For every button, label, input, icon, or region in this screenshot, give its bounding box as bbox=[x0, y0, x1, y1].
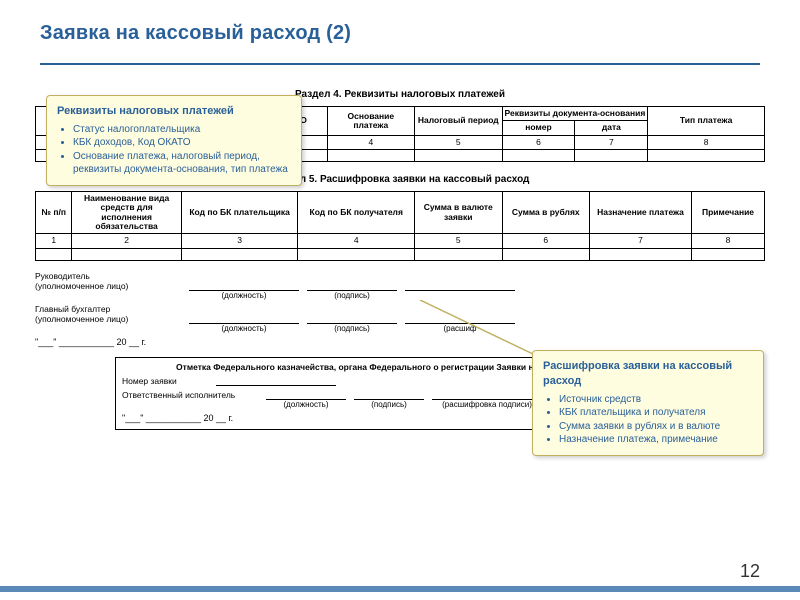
s5-h8: Примечание bbox=[692, 192, 765, 234]
footer-bar bbox=[0, 586, 800, 592]
fk-cap-post: (должность) bbox=[262, 400, 350, 409]
s4-n4: 4 bbox=[327, 135, 414, 149]
cap-post2: (должность) bbox=[185, 324, 303, 333]
sig-l1b: (уполномоченное лицо) bbox=[35, 281, 128, 291]
s4-h7: Тип платежа bbox=[648, 107, 765, 136]
s5-h6: Сумма в рублях bbox=[502, 192, 589, 234]
callout1-item2: Основание платежа, налоговый период, рек… bbox=[73, 150, 291, 177]
fk-l1: Номер заявки bbox=[122, 376, 212, 386]
slide-header: Заявка на кассовый расход (2) bbox=[0, 0, 800, 55]
s4-n8: 8 bbox=[648, 135, 765, 149]
sig-l2: Главный бухгалтер bbox=[35, 304, 110, 314]
s5-n5: 5 bbox=[415, 234, 502, 248]
fk-l2: Ответственный исполнитель bbox=[122, 390, 262, 400]
sig-l2b: (уполномоченное лицо) bbox=[35, 314, 128, 324]
s5-h2: Наименование вида средств для исполнения… bbox=[72, 192, 181, 234]
s4-n7: 7 bbox=[575, 135, 648, 149]
s5-h4: Код по БК получателя bbox=[298, 192, 415, 234]
s5-n2: 2 bbox=[72, 234, 181, 248]
s4-n6: 6 bbox=[502, 135, 575, 149]
callout-detail: Расшифровка заявки на кассовый расход Ис… bbox=[532, 350, 764, 456]
s4-h5: Налоговый период bbox=[415, 107, 502, 136]
cap-sign2: (подпись) bbox=[303, 324, 401, 333]
callout2-item0: Источник средств bbox=[559, 393, 753, 407]
s5-n1: 1 bbox=[36, 234, 72, 248]
s5-h5: Сумма в валюте заявки bbox=[415, 192, 502, 234]
cap-post1: (должность) bbox=[185, 291, 303, 300]
callout2-item3: Назначение платежа, примечание bbox=[559, 433, 753, 447]
s5-n6: 6 bbox=[502, 234, 589, 248]
section5-table: № п/п Наименование вида средств для испо… bbox=[35, 191, 765, 261]
callout1-item1: КБК доходов, Код ОКАТО bbox=[73, 136, 291, 150]
cap-dec2: (расшиф bbox=[401, 324, 519, 333]
fk-cap-dec: (расшифровка подписи) bbox=[428, 400, 546, 409]
sig-l1: Руководитель bbox=[35, 271, 90, 281]
callout-tax: Реквизиты налоговых платежей Статус нало… bbox=[46, 95, 302, 186]
s5-n4: 4 bbox=[298, 234, 415, 248]
s5-h3: Код по БК плательщика bbox=[181, 192, 298, 234]
s5-n7: 7 bbox=[589, 234, 691, 248]
s5-h7: Назначение платежа bbox=[589, 192, 691, 234]
s4-h4: Основание платежа bbox=[327, 107, 414, 136]
s4-n5: 5 bbox=[415, 135, 502, 149]
s5-h1: № п/п bbox=[36, 192, 72, 234]
sig-date: "___" ___________ 20 __ г. bbox=[35, 337, 765, 347]
s5-n8: 8 bbox=[692, 234, 765, 248]
callout2-title: Расшифровка заявки на кассовый расход bbox=[543, 359, 753, 389]
callout1-title: Реквизиты налоговых платежей bbox=[57, 104, 291, 119]
title-underline bbox=[40, 63, 760, 65]
callout2-item2: Сумма заявки в рублях и в валюте bbox=[559, 420, 753, 434]
s4-h6a: номер bbox=[502, 121, 575, 135]
cap-sign1: (подпись) bbox=[303, 291, 401, 300]
signatures-block: Руководитель (уполномоченное лицо) (долж… bbox=[35, 271, 765, 347]
slide-title: Заявка на кассовый расход (2) bbox=[40, 22, 760, 45]
page-number: 12 bbox=[740, 561, 760, 582]
s4-h6: Реквизиты документа-основания bbox=[502, 107, 648, 121]
callout1-item0: Статус налогоплательщика bbox=[73, 123, 291, 137]
s5-n3: 3 bbox=[181, 234, 298, 248]
fk-cap-sign: (подпись) bbox=[350, 400, 428, 409]
callout2-item1: КБК плательщика и получателя bbox=[559, 406, 753, 420]
s4-h6b: дата bbox=[575, 121, 648, 135]
